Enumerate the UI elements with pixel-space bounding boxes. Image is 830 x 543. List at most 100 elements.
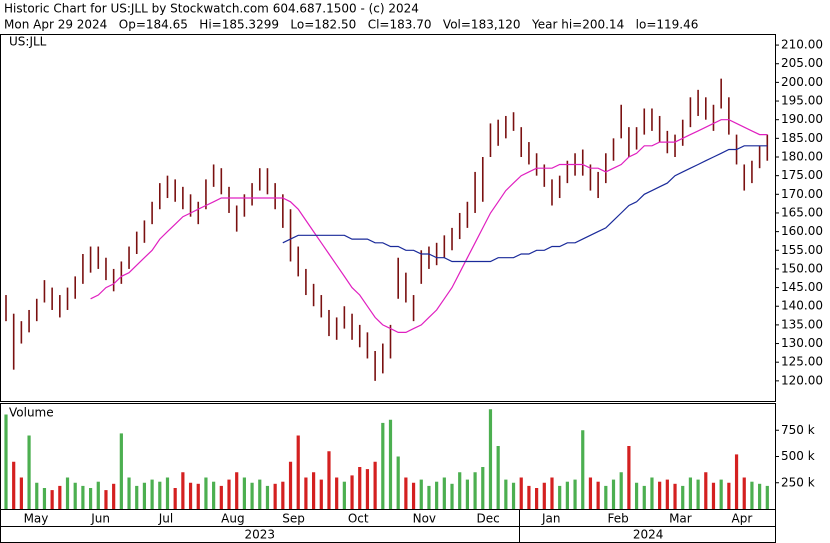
volume-bar [704, 472, 708, 509]
y-tick-label: 180.00 [781, 150, 823, 164]
volume-bar [288, 461, 293, 509]
volume-bar [596, 481, 600, 509]
y-tick-label: 145.00 [781, 280, 823, 294]
volume-bar [427, 485, 431, 509]
volume-bar [127, 477, 131, 509]
x-tick-label: Nov [413, 512, 436, 526]
x-tick-label: Jan [541, 512, 561, 526]
volume-bar [250, 482, 254, 509]
y-tick-label: 175.00 [781, 168, 823, 182]
volume-bar [327, 451, 331, 509]
moving-average [282, 145, 768, 263]
x-tick-label: Feb [607, 512, 628, 526]
volume-bar [481, 467, 485, 509]
volume-bar [142, 482, 147, 509]
volume-bar [235, 472, 239, 509]
volume-bar [88, 488, 93, 509]
volume-bar [19, 477, 23, 509]
volume-bar [350, 475, 354, 509]
volume-bar [388, 419, 393, 509]
volume-bar [588, 477, 593, 509]
volume-bar [734, 454, 739, 509]
volume-bar [196, 483, 200, 509]
volume-bar [611, 479, 616, 509]
volume-bar [273, 483, 277, 509]
volume-bar [227, 479, 231, 509]
y-tick-label: 130.00 [781, 336, 823, 350]
volume-bar [165, 477, 170, 509]
y-tick-label: 200.00 [781, 75, 823, 89]
y-tick-label: 190.00 [781, 112, 823, 126]
x-tick-label: Jul [158, 512, 173, 526]
volume-bar [373, 461, 377, 509]
volume-bar [458, 472, 462, 509]
volume-bar [212, 481, 216, 509]
volume-bar [519, 477, 523, 509]
volume-bar [681, 485, 685, 509]
volume-bar [550, 477, 554, 509]
y-tick-label: 160.00 [781, 224, 823, 238]
volume-bar [719, 479, 723, 509]
volume-bar [604, 485, 608, 509]
volume-bar [96, 481, 100, 509]
x-tick-label: Sep [282, 512, 305, 526]
volume-bar [404, 477, 408, 509]
year-label: 2023 [244, 528, 275, 542]
volume-bar [650, 477, 654, 509]
volume-bar [188, 482, 193, 509]
volume-bar [742, 477, 746, 509]
x-tick-label: Apr [732, 512, 753, 526]
volume-bar [488, 409, 493, 509]
y-tick-label: 150.00 [781, 261, 823, 275]
volume-bar [319, 479, 323, 509]
volume-bar [35, 482, 39, 509]
y-tick-label: 120.00 [781, 373, 823, 387]
volume-bar [658, 481, 662, 509]
y-tick-label: 210.00 [781, 38, 823, 52]
volume-bar [396, 456, 400, 509]
volume-bar [565, 481, 569, 509]
volume-bar [511, 482, 516, 509]
volume-bar [473, 472, 477, 509]
y-tick-label: 140.00 [781, 299, 823, 313]
volume-bar [112, 483, 116, 509]
x-tick-label: Aug [221, 512, 244, 526]
volume-bar [535, 488, 539, 509]
y-tick-label: 125.00 [781, 355, 823, 369]
volume-bar [581, 430, 585, 509]
volume-bar [296, 435, 300, 509]
volume-bar [181, 472, 185, 509]
volume-bar [419, 479, 423, 509]
y-tick-label: 155.00 [781, 243, 823, 257]
volume-bar [750, 481, 754, 509]
volume-bar [204, 477, 208, 509]
volume-bar [150, 479, 154, 509]
volume-bar [381, 422, 385, 509]
volume-bar [342, 481, 346, 509]
x-tick-label: Mar [669, 512, 692, 526]
volume-bar [696, 479, 700, 509]
y-tick-label: 195.00 [781, 94, 823, 108]
y-tick-label: 185.00 [781, 131, 823, 145]
x-tick-label: Jun [90, 512, 110, 526]
volume-bar [281, 481, 285, 509]
price-panel [0, 34, 776, 402]
volume-bar [73, 482, 77, 509]
volume-bar [158, 481, 162, 509]
volume-bar [527, 485, 531, 509]
volume-bar [450, 483, 454, 509]
volume-bar [311, 472, 316, 509]
volume-tick-label: 500 k [781, 449, 815, 463]
volume-bar [12, 461, 16, 509]
volume-bar [358, 467, 362, 509]
volume-bar [673, 483, 677, 509]
volume-bar [627, 446, 631, 509]
moving-average [90, 119, 768, 333]
volume-bar [42, 488, 47, 509]
volume-bar [81, 485, 85, 509]
volume-bar [119, 433, 123, 509]
year-label: 2024 [633, 528, 664, 542]
volume-label: Volume [9, 406, 54, 420]
